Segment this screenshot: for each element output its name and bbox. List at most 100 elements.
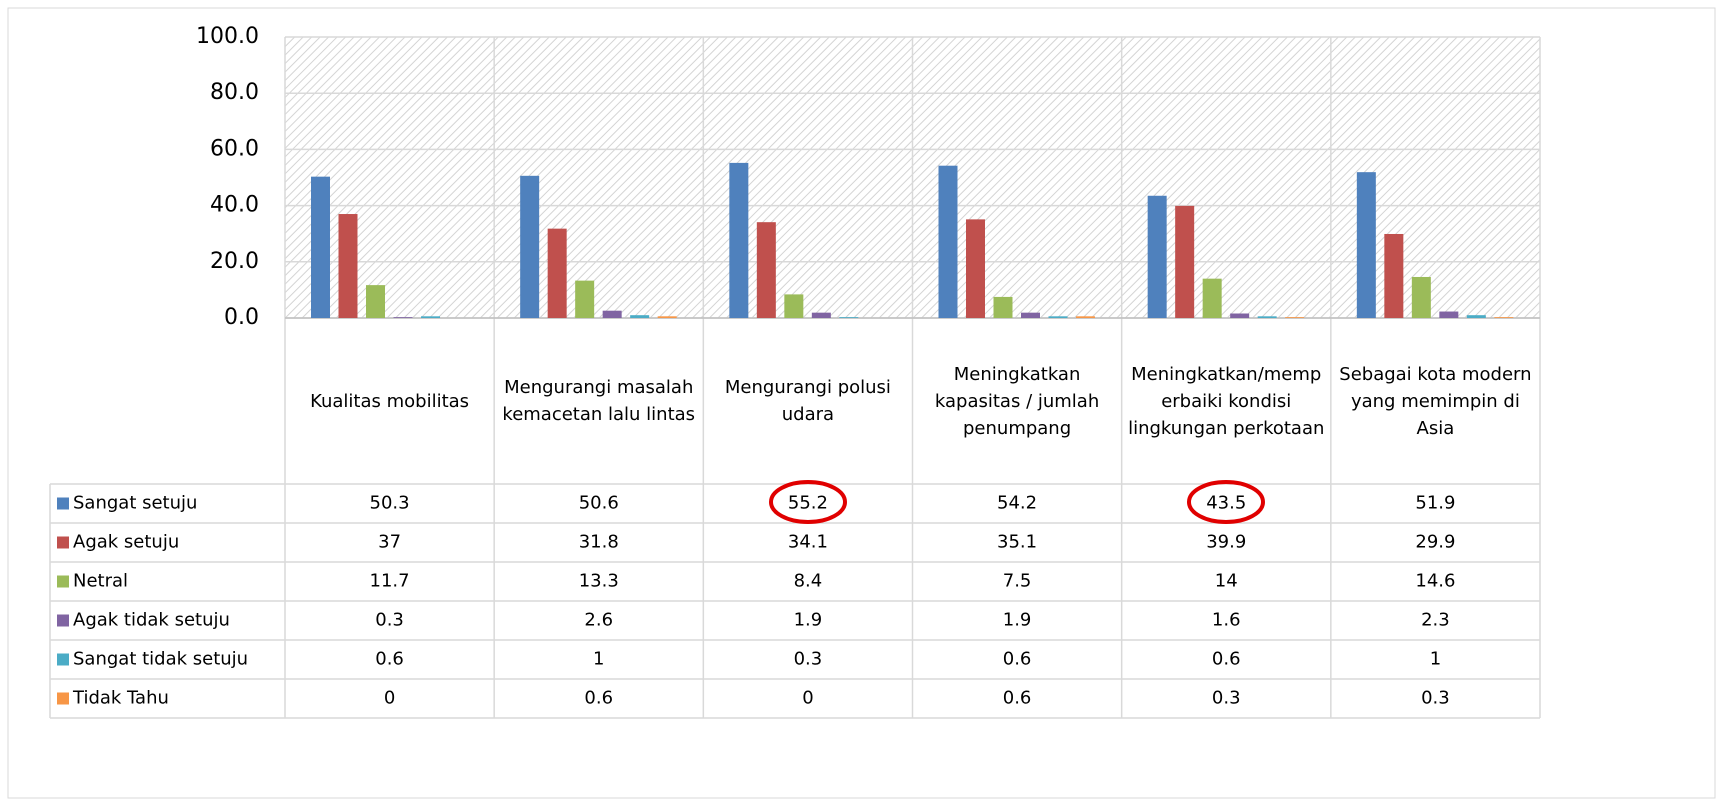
bar [393,317,413,318]
bar [1076,316,1095,318]
bar [1285,317,1305,318]
x-tick-label: Mengurangi polusi udara [724,377,891,425]
bar [338,214,358,318]
y-tick-label: 20.0 [210,249,259,274]
y-tick-label: 0.0 [224,305,259,330]
table-cell: 0.6 [1212,649,1241,670]
x-tick-label-box: Meningkatkan/memperbaiki kondisi lingkun… [1128,363,1325,439]
table-cell: 55.2 [788,493,828,514]
x-tick-label-box: Sebagai kota modern yang memimpin di Asi… [1339,363,1532,439]
legend-label: Tidak Tahu [72,688,169,709]
table-cell: 2.6 [584,610,613,631]
table-cell: 51.9 [1415,493,1455,514]
table-cell: 8.4 [794,571,823,592]
bar [657,316,677,318]
x-tick-label: Meningkatkan kapasitas / jumlah penumpan… [934,363,1100,439]
bar [311,176,330,318]
bar [602,310,622,318]
bar [839,317,859,318]
bar [966,219,985,318]
legend-label: Agak setuju [73,532,179,553]
table-cell: 2.3 [1421,610,1450,631]
bar [421,316,440,318]
table-cell: 37 [378,532,401,553]
bar [784,294,804,318]
bar [1356,172,1376,318]
bar [1175,205,1195,318]
highlight-circle [1187,480,1265,524]
x-tick-label: Mengurangi masalah kemacetan lalu lintas [502,377,696,425]
legend-swatch [57,614,69,627]
legend-swatch [57,536,69,549]
table-cell: 34.1 [788,532,828,553]
table-cell: 54.2 [997,493,1037,514]
table-cell: 7.5 [1003,571,1032,592]
bar [1384,233,1404,318]
table-cell: 31.8 [579,532,619,553]
bar [1494,317,1514,318]
bar [1466,315,1486,318]
bar [366,285,385,318]
x-tick-label-box: Mengurangi polusi udara [724,377,891,425]
y-tick-label: 80.0 [210,80,259,105]
y-tick-label: 40.0 [210,193,259,218]
table-cell: 11.7 [370,571,410,592]
legend-swatch [57,575,69,588]
bar [1048,316,1068,318]
legend-swatch [57,692,69,705]
table-cell: 1.6 [1212,610,1241,631]
table-cell: 0.6 [1003,649,1032,670]
table-cell: 50.3 [370,493,410,514]
legend-label: Sangat tidak setuju [73,649,248,670]
table-cell: 0.3 [1421,688,1450,709]
bar [1411,276,1431,318]
bar [729,162,749,318]
table-cell: 0.3 [1212,688,1241,709]
highlight-circle [769,480,847,524]
table-cell: 1 [593,649,604,670]
table-cell: 0.6 [1003,688,1032,709]
bar [1147,195,1167,318]
table-cell: 0.3 [794,649,823,670]
bar [1202,278,1222,318]
table-cell: 1 [1430,649,1441,670]
table-cell: 39.9 [1206,532,1246,553]
table-cell: 14 [1215,571,1238,592]
table-cell: 0.6 [584,688,613,709]
table-cell: 14.6 [1415,571,1455,592]
bar [1257,316,1277,318]
table-cell: 43.5 [1206,493,1246,514]
table-cell: 0.3 [375,610,404,631]
bar [547,228,567,318]
x-tick-label-box: Meningkatkan kapasitas / jumlah penumpan… [934,363,1100,439]
x-tick-label: Kualitas mobilitas [310,390,470,412]
y-tick-label: 100.0 [196,24,259,49]
x-tick-label-box: Kualitas mobilitas [310,390,470,412]
legend-swatch [57,653,69,666]
bar [1021,312,1040,318]
table-cell: 35.1 [997,532,1037,553]
bar [520,175,540,318]
y-tick-label: 60.0 [210,136,259,161]
table-cell: 13.3 [579,571,619,592]
table-cell: 0 [802,688,813,709]
legend-label: Sangat setuju [73,493,197,514]
x-tick-label-box: Mengurangi masalah kemacetan lalu lintas [502,377,696,425]
bar [575,280,595,318]
x-tick-label: Sebagai kota modern yang memimpin di Asi… [1339,363,1532,439]
x-tick-label: Meningkatkan/memperbaiki kondisi lingkun… [1128,363,1325,439]
table-cell: 50.6 [579,493,619,514]
legend-label: Agak tidak setuju [73,610,230,631]
legend-swatch [57,497,69,510]
table-cell: 0 [384,688,395,709]
table-cell: 1.9 [1003,610,1032,631]
bar [1439,311,1459,318]
bar [938,165,958,318]
table-cell: 29.9 [1415,532,1455,553]
table-cell: 0.6 [375,649,404,670]
bar [811,312,831,318]
bar [630,315,650,318]
legend-label: Netral [73,571,128,592]
bar [1230,313,1250,318]
